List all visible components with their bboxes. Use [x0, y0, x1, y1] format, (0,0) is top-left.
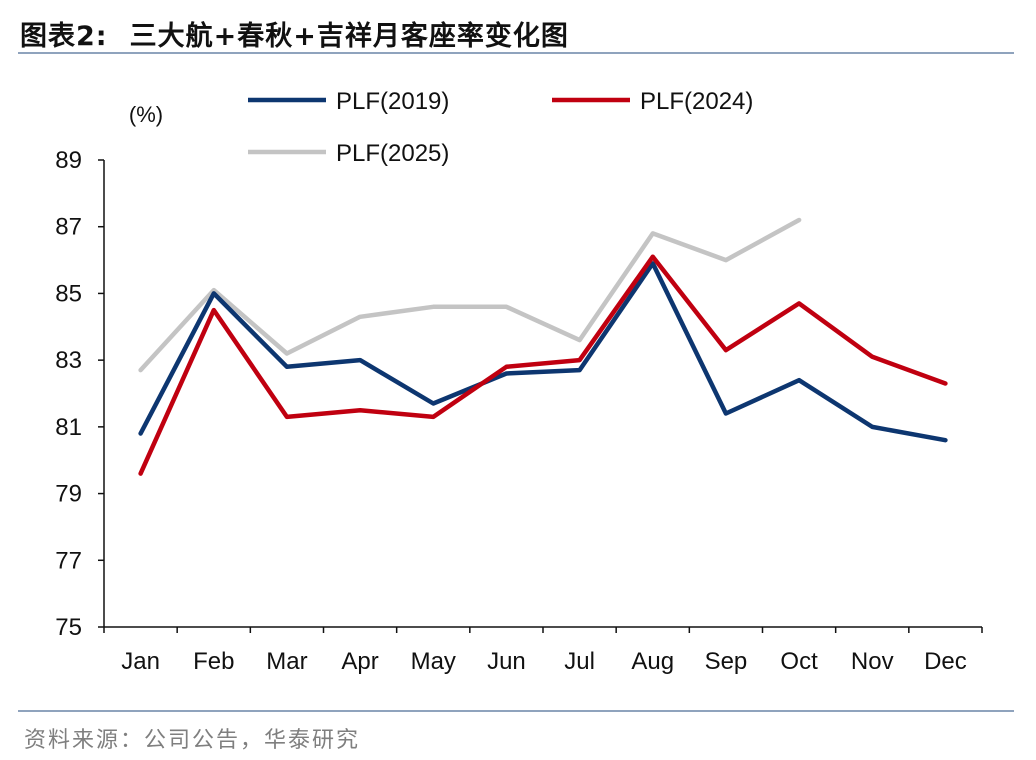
legend-label-2: PLF(2025)	[336, 140, 449, 167]
figure-label: 图表2:	[20, 21, 108, 52]
line-chart: 75 77 79 81 83 85 87 89 Jan Feb Mar Apr May Jun Jul Aug…	[55, 88, 983, 675]
x-tick-label: Jan	[121, 648, 160, 675]
x-tick-label: Feb	[193, 648, 234, 675]
x-tick-label: Jul	[564, 648, 595, 675]
y-tick-label: 85	[55, 280, 82, 307]
legend-label-1: PLF(2024)	[640, 88, 753, 115]
y-tick-label: 87	[55, 214, 82, 241]
series-line-1	[138, 254, 948, 476]
series-lines	[138, 217, 948, 476]
y-tick-label: 77	[55, 547, 82, 574]
y-tick-label: 81	[55, 414, 82, 441]
x-tick-label: Oct	[780, 648, 818, 675]
x-tick-label: Nov	[851, 648, 894, 675]
y-axis-unit-label: (%)	[129, 102, 163, 127]
y-tick-label: 75	[55, 614, 82, 641]
top-divider	[18, 52, 1014, 54]
figure-title: 三大航+春秋+吉祥月客座率变化图	[129, 21, 569, 52]
x-tick-label: Apr	[341, 648, 378, 675]
x-tick-label: Mar	[266, 648, 307, 675]
y-tick-label: 79	[55, 481, 82, 508]
bottom-divider	[18, 710, 1014, 712]
source-note: 资料来源：公司公告，华泰研究	[24, 728, 361, 753]
series-line-2	[138, 217, 802, 373]
y-tick-label: 83	[55, 347, 82, 374]
x-tick-label: Sep	[705, 648, 748, 675]
series-line-0	[138, 261, 948, 443]
x-tick-label: Jun	[487, 648, 526, 675]
legend: PLF(2019) PLF(2024) PLF(2025)	[248, 88, 753, 167]
x-tick-label: Aug	[631, 648, 674, 675]
y-tick-label: 89	[55, 147, 82, 174]
x-tick-label: Dec	[924, 648, 967, 675]
legend-label-0: PLF(2019)	[336, 88, 449, 115]
x-tick-label: May	[411, 648, 456, 675]
chart-title: 图表2: 三大航+春秋+吉祥月客座率变化图	[20, 14, 569, 53]
axes: 75 77 79 81 83 85 87 89 Jan Feb Mar Apr May Jun Jul Aug…	[55, 147, 983, 675]
